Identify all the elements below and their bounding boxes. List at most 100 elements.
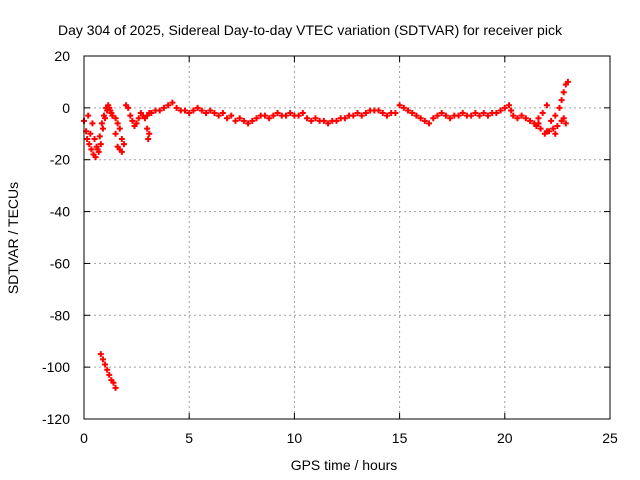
- data-point: [400, 104, 407, 111]
- data-point: [249, 117, 256, 124]
- data-point: [107, 107, 114, 114]
- data-point: [442, 112, 449, 119]
- data-point: [341, 115, 348, 122]
- data-point: [118, 148, 125, 155]
- data-point: [106, 371, 113, 378]
- data-point: [312, 115, 319, 122]
- data-point: [253, 115, 260, 122]
- data-point: [527, 117, 534, 124]
- data-point: [375, 107, 382, 114]
- data-point: [112, 130, 119, 137]
- data-point: [88, 146, 95, 153]
- y-tick-label: -80: [50, 307, 70, 323]
- data-point: [438, 110, 445, 117]
- data-point: [109, 112, 116, 119]
- chart-title: Day 304 of 2025, Sidereal Day-to-day VTE…: [58, 22, 563, 38]
- data-point: [430, 115, 437, 122]
- data-point: [114, 120, 121, 127]
- data-point: [413, 112, 420, 119]
- data-point: [362, 110, 369, 117]
- data-point: [484, 112, 491, 119]
- data-point: [110, 379, 117, 386]
- data-point: [304, 115, 311, 122]
- data-point: [508, 107, 515, 114]
- data-point: [325, 120, 332, 127]
- data-point: [560, 89, 567, 96]
- data-point: [169, 99, 176, 106]
- data-point: [96, 133, 103, 140]
- y-tick-label: -40: [50, 204, 70, 220]
- data-point: [86, 141, 93, 148]
- data-point: [274, 110, 281, 117]
- data-point: [127, 112, 134, 119]
- data-point: [383, 112, 390, 119]
- data-point: [133, 120, 140, 127]
- data-point: [468, 112, 475, 119]
- data-point: [236, 115, 243, 122]
- data-point: [120, 141, 127, 148]
- data-point: [558, 97, 565, 104]
- y-tick-label: -120: [42, 411, 70, 427]
- data-point: [539, 110, 546, 117]
- data-point: [98, 120, 105, 127]
- data-point: [426, 120, 433, 127]
- data-point: [556, 104, 563, 111]
- data-point: [299, 110, 306, 117]
- data-point: [543, 128, 550, 135]
- data-point: [379, 110, 386, 117]
- data-point: [198, 107, 205, 114]
- data-point: [135, 115, 142, 122]
- data-point: [215, 112, 222, 119]
- data-point: [125, 104, 132, 111]
- data-point: [354, 110, 361, 117]
- x-tick-label: 25: [602, 430, 618, 446]
- data-point: [350, 112, 357, 119]
- x-tick-label: 5: [185, 430, 193, 446]
- data-point: [358, 112, 365, 119]
- data-point: [207, 107, 214, 114]
- data-point: [186, 110, 193, 117]
- data-point: [522, 115, 529, 122]
- data-point: [493, 110, 500, 117]
- axis-ticks: 0 5 10 15 20 25 20 0 -20 -40 -60 -80 -100 -120: [42, 48, 618, 446]
- data-point: [552, 130, 559, 137]
- data-point: [564, 78, 571, 85]
- data-point: [295, 112, 302, 119]
- data-point: [145, 135, 152, 142]
- data-point: [144, 125, 151, 132]
- data-point: [118, 135, 125, 142]
- data-point: [102, 361, 109, 368]
- plot-frame: [83, 55, 611, 420]
- data-point: [156, 107, 163, 114]
- data-point: [116, 125, 123, 132]
- data-point: [228, 112, 235, 119]
- data-point: [160, 104, 167, 111]
- data-point: [476, 112, 483, 119]
- data-point: [287, 110, 294, 117]
- data-point: [165, 102, 172, 109]
- data-point: [240, 117, 247, 124]
- data-point: [497, 107, 504, 114]
- data-point: [320, 117, 327, 124]
- data-point: [270, 112, 277, 119]
- data-point: [99, 356, 106, 363]
- data-point: [190, 107, 197, 114]
- data-point: [514, 115, 521, 122]
- data-point: [396, 102, 403, 109]
- data-point: [282, 112, 289, 119]
- y-tick-label: 20: [54, 48, 70, 64]
- data-point: [89, 120, 96, 127]
- data-point: [211, 110, 218, 117]
- data-point: [105, 102, 112, 109]
- data-point: [510, 112, 517, 119]
- data-point: [472, 110, 479, 117]
- data-point: [537, 125, 544, 132]
- data-point: [194, 104, 201, 111]
- data-point: [535, 115, 542, 122]
- data-point: [148, 110, 155, 117]
- data-point: [518, 112, 525, 119]
- data-point: [219, 110, 226, 117]
- data-point: [181, 107, 188, 114]
- data-point: [506, 102, 513, 109]
